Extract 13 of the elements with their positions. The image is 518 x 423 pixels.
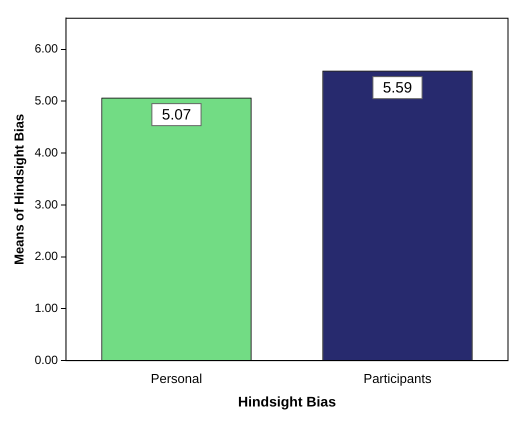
y-tick-label: 0.00 (34, 352, 58, 367)
y-tick-label: 2.00 (34, 249, 58, 264)
x-axis-title: Hindsight Bias (238, 393, 336, 410)
data-label: 5.07 (162, 106, 192, 124)
y-tick-label: 3.00 (34, 197, 58, 212)
x-tick-label: Participants (364, 370, 432, 386)
y-tick-label: 1.00 (34, 301, 58, 316)
data-label: 5.59 (382, 80, 412, 97)
y-tick-label: 6.00 (34, 42, 58, 56)
y-tick-label: 4.00 (34, 145, 58, 160)
x-tick-label: Personal (150, 370, 202, 386)
y-axis-title: Means of Hindsight Bias (11, 114, 26, 265)
y-tick-label: 5.00 (34, 94, 58, 108)
